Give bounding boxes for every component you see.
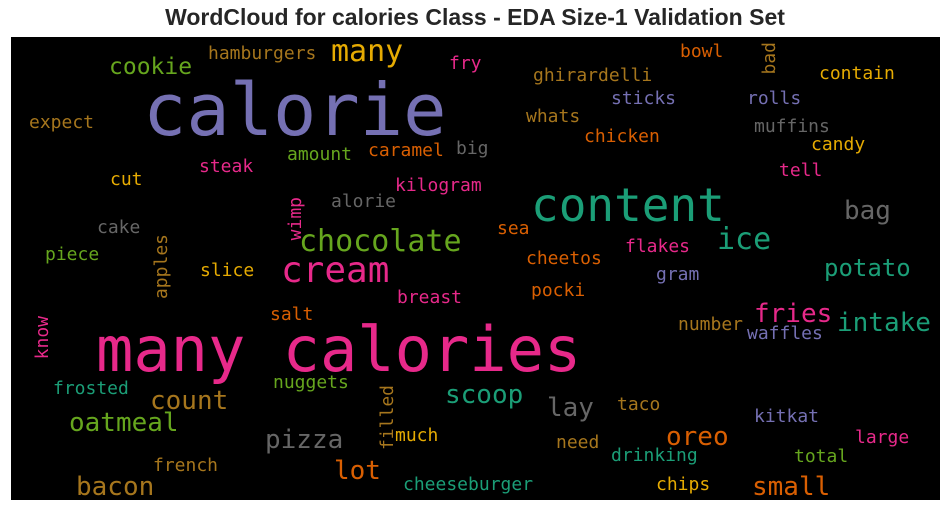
- word-fries: fries: [754, 299, 833, 329]
- word-nuggets: nuggets: [273, 372, 349, 393]
- word-total: total: [794, 446, 849, 467]
- word-large: large: [855, 427, 910, 448]
- word-small: small: [752, 472, 831, 500]
- word-tell: tell: [779, 160, 823, 181]
- word-count: count: [150, 386, 229, 416]
- word-lay: lay: [547, 393, 594, 423]
- word-cream: cream: [281, 250, 390, 291]
- word-muffins: muffins: [754, 116, 830, 137]
- word-chips: chips: [656, 474, 711, 495]
- word-cake: cake: [97, 217, 141, 238]
- word-intake: intake: [837, 308, 931, 338]
- word-alorie: alorie: [331, 191, 397, 212]
- word-calorie: calorie: [143, 68, 447, 152]
- word-potato: potato: [824, 254, 911, 282]
- word-bacon: bacon: [76, 472, 155, 500]
- word-flakes: flakes: [625, 236, 691, 257]
- word-many-calories: many calories: [96, 313, 582, 386]
- word-kitkat: kitkat: [754, 406, 820, 427]
- word-cut: cut: [110, 169, 143, 190]
- word-breast: breast: [397, 287, 463, 308]
- word-oatmeal: oatmeal: [69, 408, 179, 438]
- word-taco: taco: [617, 394, 661, 415]
- word-scoop: scoop: [445, 380, 524, 410]
- word-fry: fry: [449, 53, 482, 74]
- word-bad: bad: [759, 42, 780, 75]
- word-cloud: calorie many calories content cream chocolat…: [11, 37, 940, 500]
- word-sticks: sticks: [611, 88, 677, 109]
- word-big: big: [456, 138, 489, 159]
- word-cookie: cookie: [109, 54, 193, 80]
- word-hamburgers: hamburgers: [208, 43, 317, 64]
- word-contain: contain: [819, 63, 895, 84]
- word-sea: sea: [497, 218, 530, 239]
- word-bowl: bowl: [680, 41, 724, 62]
- word-pocki: pocki: [531, 280, 586, 301]
- word-wimp: wimp: [285, 197, 306, 241]
- word-many: many: [331, 37, 404, 69]
- word-amount: amount: [287, 144, 353, 165]
- word-oreo: oreo: [666, 422, 729, 452]
- word-apples: apples: [151, 234, 172, 300]
- chart-title: WordCloud for calories Class - EDA Size-…: [165, 4, 785, 30]
- word-candy: candy: [811, 134, 866, 155]
- word-lot: lot: [334, 456, 381, 486]
- word-gram: gram: [656, 264, 700, 285]
- word-ghirardelli: ghirardelli: [533, 65, 653, 86]
- word-pizza: pizza: [265, 425, 344, 455]
- word-chicken: chicken: [584, 126, 660, 147]
- word-ice: ice: [717, 222, 772, 257]
- word-much: much: [395, 425, 439, 446]
- word-slice: slice: [200, 260, 255, 281]
- word-waffles: waffles: [747, 323, 823, 344]
- word-piece: piece: [45, 244, 100, 265]
- word-need: need: [556, 432, 600, 453]
- word-whats: whats: [526, 106, 581, 127]
- word-chocolate: chocolate: [299, 224, 462, 259]
- word-content: content: [531, 178, 725, 232]
- word-cheeseburger: cheeseburger: [403, 474, 534, 495]
- word-salt: salt: [270, 304, 314, 325]
- word-expect: expect: [29, 112, 95, 133]
- word-cheetos: cheetos: [526, 248, 602, 269]
- word-kilogram: kilogram: [395, 175, 482, 196]
- word-frosted: frosted: [53, 378, 129, 399]
- word-number: number: [678, 314, 744, 335]
- word-caramel: caramel: [368, 140, 444, 161]
- word-bag: bag: [844, 196, 891, 226]
- word-drinking: drinking: [611, 445, 698, 466]
- word-steak: steak: [199, 156, 254, 177]
- word-french: french: [153, 455, 219, 476]
- word-rolls: rolls: [747, 88, 802, 109]
- word-know: know: [32, 316, 53, 360]
